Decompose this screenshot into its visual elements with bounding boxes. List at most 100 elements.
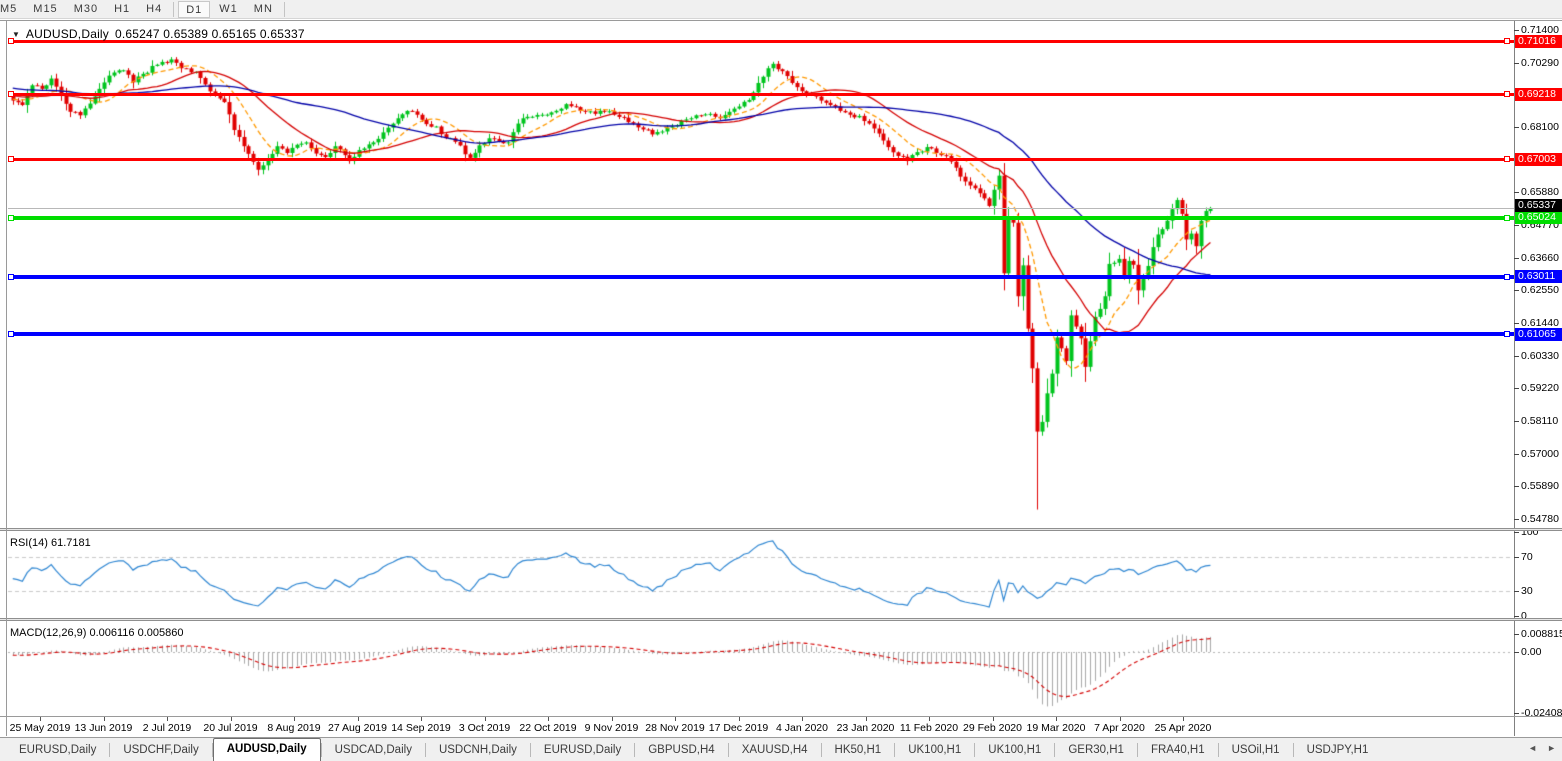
date-tickmark xyxy=(167,717,168,721)
price-tick-0.61440: 0.61440 xyxy=(1521,317,1559,330)
line-handle[interactable] xyxy=(1504,38,1510,45)
date-label-25-May-2019: 25 May 2019 xyxy=(9,722,71,734)
chart-tab-eurusd-daily[interactable]: EURUSD,Daily xyxy=(19,744,97,756)
chart-title-ohlc: 0.65247 0.65389 0.65165 0.65337 xyxy=(115,27,305,41)
tab-separator xyxy=(974,743,976,757)
price-tick-0.58110-tickmark xyxy=(1514,420,1519,422)
pane-separator-main-rsi[interactable] xyxy=(0,528,1562,531)
timeframe-button-mn[interactable]: MN xyxy=(253,2,273,15)
pane-separator-rsi-macd[interactable] xyxy=(0,618,1562,621)
candlestick-chart-canvas[interactable] xyxy=(0,20,1562,736)
date-tickmark xyxy=(1183,717,1184,721)
line-handle[interactable] xyxy=(8,214,14,221)
line-handle[interactable] xyxy=(8,156,14,163)
tab-separator xyxy=(424,743,426,757)
tab-scroll-right-icon[interactable]: ► xyxy=(1547,743,1556,753)
timeframe-button-d1[interactable]: D1 xyxy=(178,0,211,18)
chart-tab-usdjpy-h1[interactable]: USDJPY,H1 xyxy=(1306,744,1369,756)
chart-dropdown-icon[interactable]: ▼ xyxy=(12,29,20,39)
chart-area: ▼ AUDUSD,Daily 0.65247 0.65389 0.65165 0… xyxy=(0,20,1562,736)
tab-separator xyxy=(320,743,322,757)
date-label-20-Jul-2019: 20 Jul 2019 xyxy=(203,722,258,734)
horizontal-line-0.61065[interactable] xyxy=(8,331,1514,338)
price-tag-0.61065: 0.61065 xyxy=(1515,327,1562,341)
date-tickmark xyxy=(103,717,105,721)
last-price-line xyxy=(8,208,1514,210)
price-tick-0.62550-tickmark xyxy=(1514,290,1519,292)
chart-tab-eurusd-daily[interactable]: EURUSD,Daily xyxy=(543,744,622,756)
price-tick-0.57000-tickmark xyxy=(1514,453,1519,455)
line-handle[interactable] xyxy=(1504,91,1510,98)
date-tickmark xyxy=(802,717,803,721)
chart-tab-uk100-h1[interactable]: UK100,H1 xyxy=(988,744,1042,756)
price-tick-0.64770-tickmark xyxy=(1514,225,1519,227)
timeframe-button-h4[interactable]: H4 xyxy=(146,2,163,15)
tab-separator xyxy=(894,743,896,757)
line-handle[interactable] xyxy=(1504,214,1510,221)
macd-tick-0.00: 0.00 xyxy=(1521,646,1542,658)
date-tickmark xyxy=(1119,717,1121,721)
timeframe-toolbar: M5 M15 M30 H1 H4 D1 W1 MN xyxy=(0,0,1562,19)
price-tick-0.58110: 0.58110 xyxy=(1521,414,1559,427)
price-tick-0.63660: 0.63660 xyxy=(1521,251,1559,264)
horizontal-line-0.65024[interactable] xyxy=(8,214,1514,221)
line-handle[interactable] xyxy=(1504,331,1510,338)
price-tick-0.55890: 0.55890 xyxy=(1521,480,1559,493)
date-label-19-Mar-2020: 19 Mar 2020 xyxy=(1026,722,1086,734)
chart-tab-usoil-h1[interactable]: USOil,H1 xyxy=(1231,744,1280,756)
horizontal-line-0.67003[interactable] xyxy=(8,156,1514,163)
tab-separator xyxy=(1054,743,1056,757)
horizontal-line-0.71016[interactable] xyxy=(8,38,1514,45)
tab-separator xyxy=(1136,743,1138,757)
horizontal-line-0.63011[interactable] xyxy=(8,273,1514,280)
timeframe-button-m30[interactable]: M30 xyxy=(73,2,99,15)
date-label-2-Jul-2019: 2 Jul 2019 xyxy=(142,722,192,734)
tab-scroll-arrows: ◄ ► xyxy=(1528,743,1556,753)
date-label-14-Sep-2019: 14 Sep 2019 xyxy=(391,722,451,734)
line-handle[interactable] xyxy=(8,91,14,98)
chart-tab-fra40-h1[interactable]: FRA40,H1 xyxy=(1150,744,1205,756)
macd-indicator-label: MACD(12,26,9) 0.006116 0.005860 xyxy=(10,627,184,639)
date-tickmark xyxy=(675,717,676,721)
chart-tab-usdchf-daily[interactable]: USDCHF,Daily xyxy=(123,744,199,756)
price-tag-0.69218: 0.69218 xyxy=(1515,87,1562,101)
line-handle[interactable] xyxy=(8,38,14,45)
tab-separator xyxy=(1217,743,1219,757)
tab-scroll-left-icon[interactable]: ◄ xyxy=(1528,743,1538,753)
tab-separator xyxy=(634,743,636,757)
timeframe-button-w1[interactable]: W1 xyxy=(219,2,238,15)
timeframe-button-m15[interactable]: M15 xyxy=(33,2,58,15)
line-handle[interactable] xyxy=(1504,273,1510,280)
date-tickmark xyxy=(929,717,930,721)
chart-tab-xauusd-h4[interactable]: XAUUSD,H4 xyxy=(741,744,808,756)
rsi-tick-30: 30 xyxy=(1521,584,1533,597)
horizontal-line-0.69218[interactable] xyxy=(8,91,1514,98)
chart-title-symbol: AUDUSD,Daily xyxy=(25,27,109,41)
tab-separator xyxy=(727,743,729,757)
price-tick-0.57000: 0.57000 xyxy=(1521,447,1559,460)
date-tickmark xyxy=(484,717,486,721)
chart-tabs-bar: ◄ ► EURUSD,Daily USDCHF,Daily AUDUSD,Daily… xyxy=(0,737,1562,761)
date-label-17-Dec-2019: 17 Dec 2019 xyxy=(708,722,769,734)
line-handle[interactable] xyxy=(8,273,14,280)
chart-tab-ger30-h1[interactable]: GER30,H1 xyxy=(1068,744,1124,756)
tab-separator xyxy=(109,743,111,757)
price-tick-0.68100-tickmark xyxy=(1514,127,1519,129)
price-axis xyxy=(1515,20,1562,736)
chart-tab-audusd-daily[interactable]: AUDUSD,Daily xyxy=(212,738,321,761)
chart-tab-hk50-h1[interactable]: HK50,H1 xyxy=(834,744,882,756)
price-tag-0.65024: 0.65024 xyxy=(1515,211,1562,225)
price-tick-0.61440-tickmark xyxy=(1514,323,1519,325)
chart-tab-usdcnh-daily[interactable]: USDCNH,Daily xyxy=(438,744,517,756)
line-handle[interactable] xyxy=(1504,156,1510,163)
price-tag-0.71016: 0.71016 xyxy=(1515,34,1562,48)
timeframe-button-h1[interactable]: H1 xyxy=(114,2,131,15)
chart-tab-gbpusd-h4[interactable]: GBPUSD,H4 xyxy=(648,744,715,756)
line-handle[interactable] xyxy=(8,331,14,338)
timeframe-button-m5[interactable]: M5 xyxy=(0,2,18,15)
chart-tab-uk100-h1[interactable]: UK100,H1 xyxy=(908,744,962,756)
chart-tab-usdcad-daily[interactable]: USDCAD,Daily xyxy=(334,744,412,756)
tab-separator xyxy=(820,743,822,757)
macd-tick--0.02408: -0.02408 xyxy=(1521,706,1562,719)
